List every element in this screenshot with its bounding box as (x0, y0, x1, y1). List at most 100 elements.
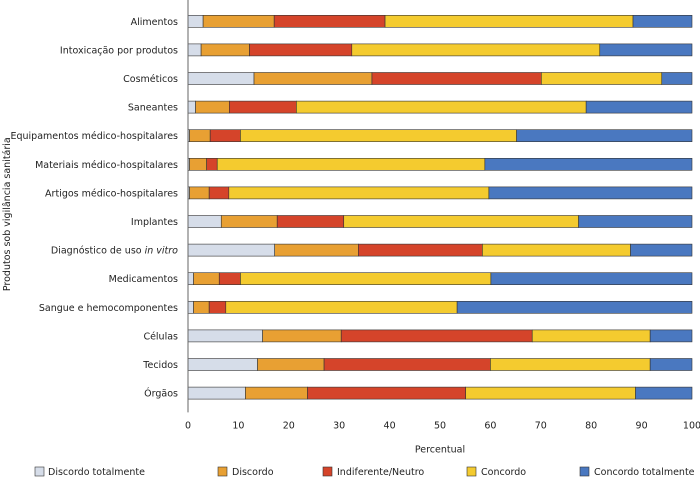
y-axis-label: Produtos sob vigilância sanitária (2, 137, 13, 291)
bar-segment-discordo (274, 243, 359, 257)
bar-segment-concordo-totalmente (632, 15, 693, 28)
bar-segment-concordo-totalmente (661, 72, 693, 85)
bar-segment-concordo-totalmente (585, 100, 693, 114)
bar-segment-concordo (240, 272, 492, 286)
bar-segment-discordo-totalmente (187, 100, 196, 114)
legend-label: Discordo totalmente (48, 467, 145, 478)
bar-segment-concordo-totalmente (516, 129, 693, 142)
bar-segment-concordo (531, 329, 651, 343)
x-tick-label: 80 (585, 420, 597, 431)
legend-label: Concordo (481, 467, 526, 478)
bar-segment-discordo (195, 100, 230, 114)
bar-segment-indiferente-neutro (208, 186, 230, 200)
bar-segment-concordo (296, 100, 587, 114)
bar-segment-indiferente-neutro (229, 100, 297, 114)
legend-label: Discordo (232, 467, 274, 478)
bar-segment-concordo (384, 15, 634, 28)
x-tick-label: 40 (384, 420, 396, 431)
bar-segment-concordo (240, 129, 517, 142)
bar-segment-indiferente-neutro (307, 386, 467, 400)
bar-segment-discordo (262, 329, 342, 343)
legend-label: Indiferente/Neutro (337, 467, 424, 478)
x-tick-label: 90 (636, 420, 648, 431)
bar-segment-discordo-totalmente (187, 300, 194, 314)
legend-swatch (466, 466, 477, 477)
x-tick-label: 50 (434, 420, 446, 431)
category-label: Implantes (131, 217, 178, 228)
legend-swatch (579, 466, 590, 477)
x-tick-label: 100 (683, 420, 700, 431)
category-label: Alimentos (131, 17, 178, 28)
category-label: Intoxicação por produtos (60, 45, 178, 56)
legend-swatch (34, 466, 45, 477)
bar-segment-concordo (225, 300, 458, 314)
bar-segment-discordo (220, 215, 278, 228)
bar-segment-indiferente-neutro (358, 243, 483, 257)
x-tick-label: 10 (232, 420, 244, 431)
bar-segment-discordo-totalmente (187, 358, 258, 371)
legend-label: Concordo totalmente (594, 467, 695, 478)
bar-segment-discordo (193, 300, 210, 314)
bar-segment-discordo (189, 129, 211, 142)
bar-segment-concordo-totalmente (649, 358, 693, 371)
category-label: Diagnóstico de uso in vitro (51, 246, 178, 257)
bar-segment-concordo-totalmente (649, 329, 693, 343)
bar-segment-indiferente-neutro (206, 158, 218, 171)
category-label: Saneantes (128, 103, 178, 114)
legend-swatch (217, 466, 228, 477)
bar-segment-discordo-totalmente (187, 215, 222, 228)
bar-segment-concordo (465, 386, 636, 400)
bar-segment-discordo-totalmente (187, 329, 263, 343)
bar-segment-concordo-totalmente (635, 386, 693, 400)
bar-segment-discordo-totalmente (187, 243, 275, 257)
bar-segment-indiferente-neutro (340, 329, 533, 343)
bar-segment-concordo (343, 215, 579, 228)
bar-segment-concordo-totalmente (599, 43, 693, 57)
bar-segment-indiferente-neutro (371, 72, 542, 85)
x-tick-label: 30 (333, 420, 345, 431)
bar-segment-concordo (351, 43, 601, 57)
x-axis-label: Percentual (415, 444, 465, 455)
bar-segment-indiferente-neutro (208, 300, 227, 314)
bar-segment-discordo-totalmente (187, 15, 204, 28)
bar-segment-discordo-totalmente (187, 386, 246, 400)
x-tick-label: 70 (535, 420, 547, 431)
bar-segment-discordo (245, 386, 308, 400)
category-label: Sangue e hemocomponentes (39, 303, 178, 314)
category-label: Órgãos (144, 388, 178, 400)
bar-segment-discordo-totalmente (187, 272, 194, 286)
category-label: Medicamentos (109, 274, 178, 285)
category-label: Células (143, 331, 178, 342)
bar-segment-concordo-totalmente (630, 243, 693, 257)
bar-segment-concordo-totalmente (484, 158, 693, 171)
category-label: Cosméticos (123, 74, 178, 85)
x-tick-label: 60 (484, 420, 496, 431)
category-label: Equipamentos médico-hospitalares (10, 131, 178, 142)
bar-segment-concordo-totalmente (456, 300, 693, 314)
bar-segment-concordo (228, 186, 490, 200)
bar-segment-indiferente-neutro (209, 129, 241, 142)
bar-segment-indiferente-neutro (249, 43, 353, 57)
category-label: Artigos médico-hospitalares (45, 188, 178, 199)
bar-segment-discordo-totalmente (187, 43, 202, 57)
bar-segment-indiferente-neutro (276, 215, 345, 228)
bar-segment-concordo-totalmente (488, 186, 693, 200)
bar-segment-concordo-totalmente (578, 215, 693, 228)
bar-segment-discordo (257, 358, 325, 371)
x-tick-label: 20 (283, 420, 295, 431)
bar-segment-concordo (490, 358, 651, 371)
bar-segment-concordo-totalmente (490, 272, 693, 286)
bar-segment-concordo (541, 72, 663, 85)
bar-segment-indiferente-neutro (323, 358, 491, 371)
legend-swatch (322, 466, 333, 477)
bar-segment-discordo (189, 186, 210, 200)
x-tick-label: 0 (185, 420, 191, 431)
bar-segment-discordo (253, 72, 373, 85)
bar-segment-discordo (189, 158, 207, 171)
bar-segment-discordo (193, 272, 220, 286)
bar-segment-discordo (202, 15, 275, 28)
bar-segment-concordo (482, 243, 631, 257)
bar-segment-indiferente-neutro (218, 272, 241, 286)
